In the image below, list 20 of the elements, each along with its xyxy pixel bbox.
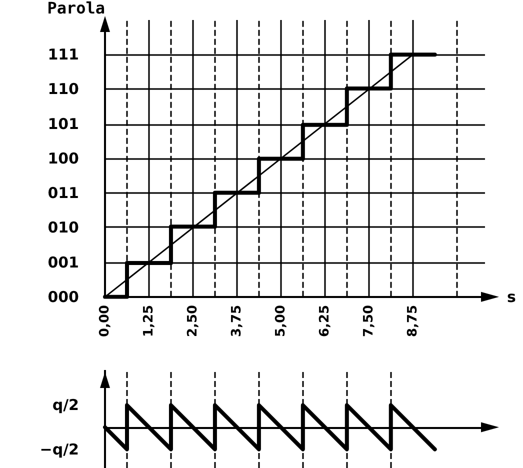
- x-tick-label: 3,75: [229, 304, 244, 338]
- text: −q/2: [40, 440, 79, 458]
- x-tick-label: 0,00: [98, 304, 112, 338]
- text: 101: [48, 114, 79, 133]
- x-tick-label: 6,25: [317, 304, 332, 338]
- x-tick-label: 5,00: [273, 304, 288, 338]
- x-tick-label: 8,75: [405, 304, 420, 338]
- text: 000: [48, 288, 79, 306]
- y-axis-title: Parola: [47, 0, 105, 18]
- x-tick-label: 7,50: [361, 304, 376, 338]
- x-axis-title: s: [507, 288, 516, 306]
- text: 110: [48, 80, 79, 98]
- x-tick-label: 1,25: [141, 304, 156, 338]
- x-tick-label: 2,50: [185, 304, 200, 338]
- text: q/2: [52, 396, 79, 414]
- text: 111: [48, 46, 79, 64]
- text: 100: [48, 149, 79, 168]
- text: 001: [48, 253, 79, 272]
- text: 011: [48, 184, 79, 202]
- text: 010: [48, 218, 79, 237]
